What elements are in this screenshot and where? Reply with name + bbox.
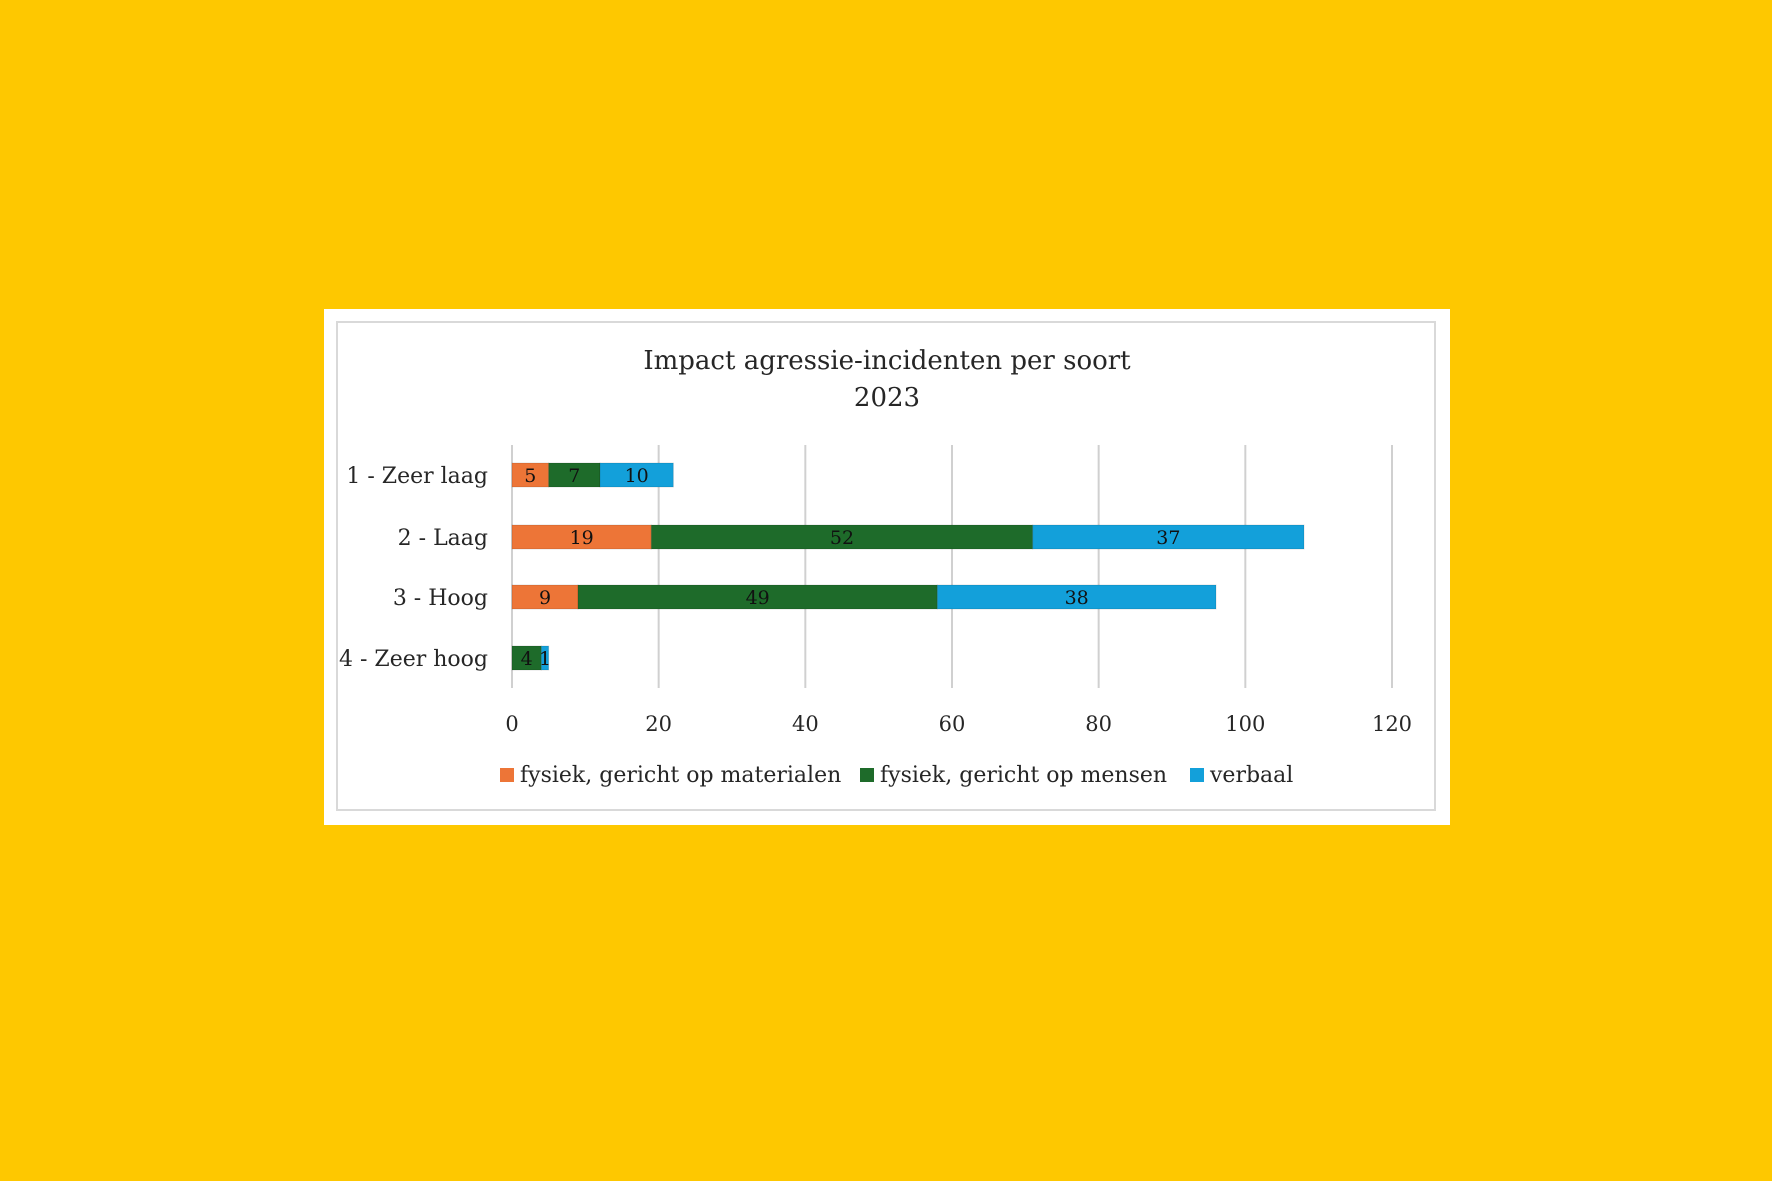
- x-axis-ticks: 0 20 40 60 80 100 120: [505, 712, 1412, 736]
- x-tick-label-0: 0: [505, 712, 518, 736]
- bar-s0-c0: [511, 462, 550, 488]
- bar-s2-c0: [599, 462, 674, 488]
- bar-s2-c2: [936, 584, 1217, 610]
- x-tick-label-4: 80: [1085, 712, 1112, 736]
- x-tick-label-3: 60: [939, 712, 966, 736]
- category-labels: 1 - Zeer laag 2 - Laag 3 - Hoog 4 - Zeer ho…: [339, 464, 488, 672]
- stacked-bar-chart: Impact agressie-incidenten per soort 202…: [339, 346, 1412, 788]
- data-label-s2-c1: 37: [1156, 527, 1180, 549]
- data-label-s0-c2: 9: [539, 587, 551, 609]
- data-label-s2-c3: 1: [539, 648, 551, 670]
- x-tick-label-6: 120: [1372, 712, 1412, 736]
- chart-card: Impact agressie-incidenten per soort 202…: [324, 309, 1450, 825]
- x-tick-label-1: 20: [645, 712, 672, 736]
- bar-s1-c0: [548, 462, 601, 488]
- category-label-3: 4 - Zeer hoog: [339, 647, 488, 672]
- data-label-s1-c0: 7: [568, 465, 580, 487]
- bar-s1-c2: [577, 584, 938, 610]
- x-tick-label-2: 40: [792, 712, 819, 736]
- category-label-0: 1 - Zeer laag: [346, 464, 488, 489]
- bar-s0-c1: [511, 524, 652, 550]
- legend-label-0: fysiek, gericht op materialen: [520, 763, 841, 788]
- legend-swatch-2: [1190, 768, 1204, 782]
- bar-s1-c1: [650, 524, 1034, 550]
- data-label-s0-c0: 5: [524, 465, 536, 487]
- x-tick-label-5: 100: [1225, 712, 1265, 736]
- bar-s1-c3: [511, 645, 542, 671]
- data-label-s2-c2: 38: [1065, 587, 1089, 609]
- legend-label-1: fysiek, gericht op mensen: [880, 763, 1167, 788]
- data-label-s1-c2: 49: [746, 587, 770, 609]
- data-label-s1-c1: 52: [830, 527, 854, 549]
- bars: 5 7 10 19 52 37 9 49 38 4 1: [511, 462, 1305, 671]
- data-label-s2-c0: 10: [625, 465, 649, 487]
- category-label-1: 2 - Laag: [398, 526, 488, 551]
- chart-title: Impact agressie-incidenten per soort: [643, 346, 1131, 376]
- category-label-2: 3 - Hoog: [393, 586, 488, 611]
- chart-frame: [336, 321, 1436, 811]
- legend-label-2: verbaal: [1209, 763, 1293, 788]
- legend-swatch-0: [500, 768, 514, 782]
- bar-s2-c1: [1032, 524, 1305, 550]
- legend: fysiek, gericht op materialen fysiek, ger…: [500, 763, 1293, 788]
- data-label-s1-c3: 4: [521, 648, 533, 670]
- data-label-s0-c1: 19: [570, 527, 594, 549]
- chart-subtitle: 2023: [854, 383, 920, 413]
- bar-s2-c3: [540, 645, 550, 671]
- legend-swatch-1: [860, 768, 874, 782]
